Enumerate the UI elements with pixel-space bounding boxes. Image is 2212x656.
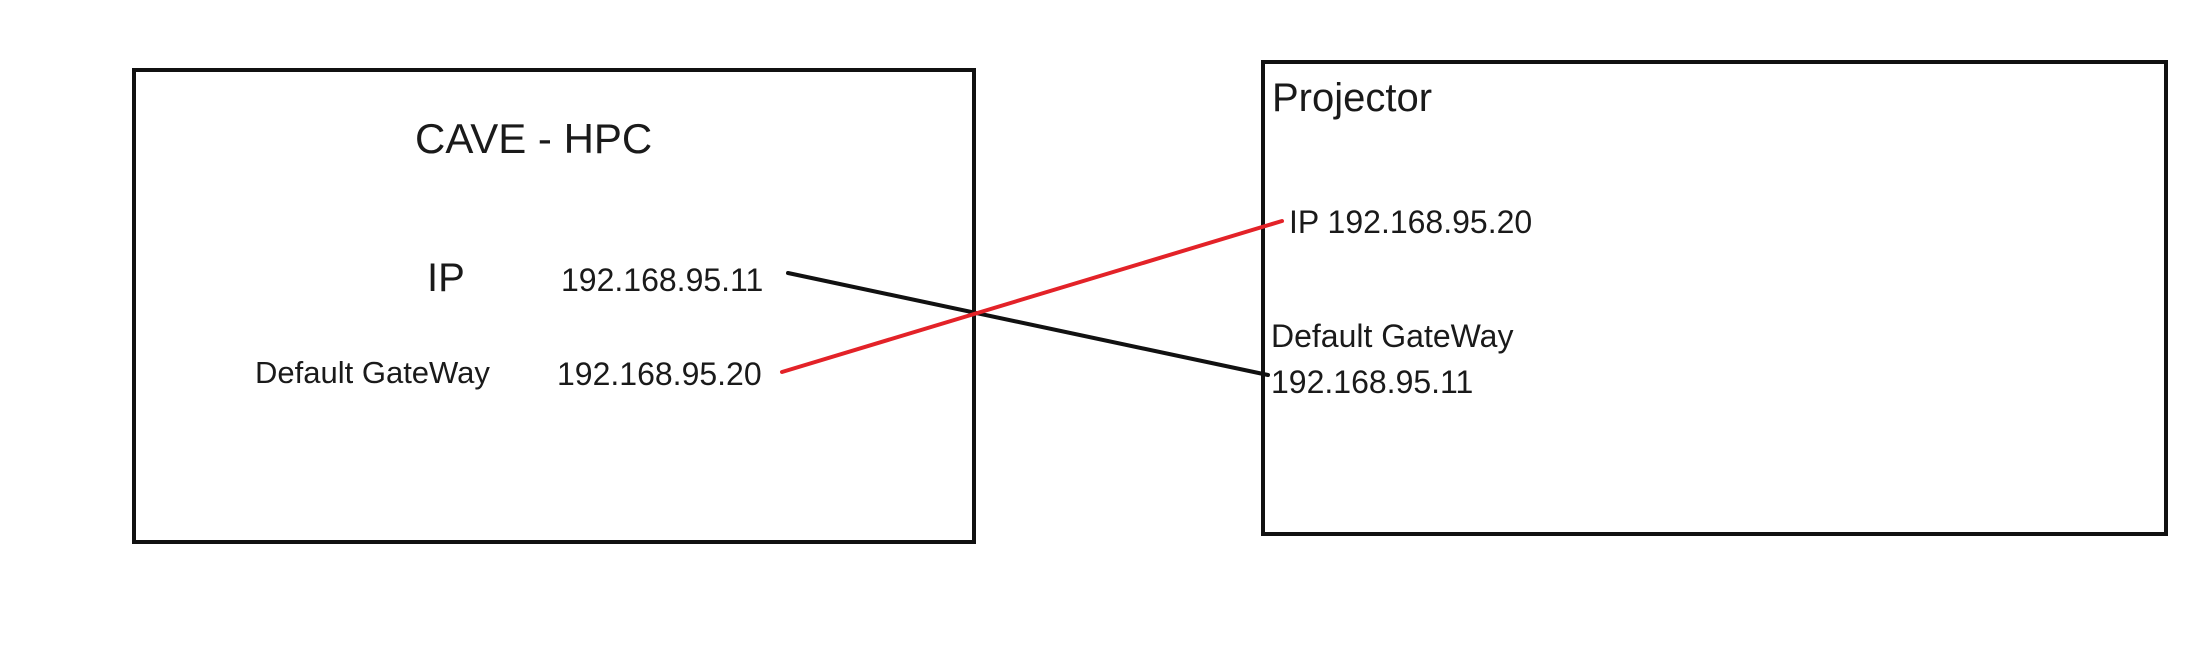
projector-box <box>1261 60 2168 536</box>
projector-gateway-label: Default GateWay <box>1271 318 1514 354</box>
projector-gateway-value: 192.168.95.11 <box>1271 364 1474 400</box>
projector-ip: IP 192.168.95.20 <box>1289 204 1533 240</box>
projector-title: Projector <box>1272 76 1433 120</box>
hpc-gateway-label: Default GateWay <box>255 355 490 390</box>
hpc-title: CAVE - HPC <box>415 115 653 162</box>
hpc-ip-label: IP <box>427 256 465 300</box>
hpc-gateway-value: 192.168.95.20 <box>557 356 762 392</box>
hpc-ip-value: 192.168.95.11 <box>561 262 764 298</box>
